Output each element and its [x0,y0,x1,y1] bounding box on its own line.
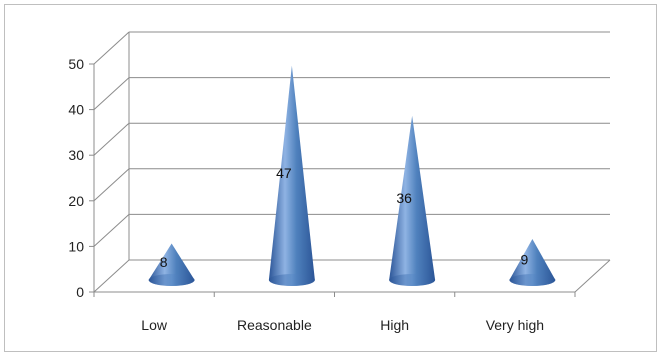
gridline-side-40 [93,77,130,110]
cone-body [509,238,556,286]
gridlines [93,31,610,293]
cone-reasonable [268,65,315,287]
y-tick-label: 40 [68,102,84,118]
cone-base [148,274,195,286]
y-tick-label: 30 [68,147,84,163]
x-category-label: Very high [486,317,544,333]
gridline-side-30 [93,122,130,156]
cone-low [148,243,195,286]
y-tick-label: 50 [68,56,84,72]
cone-base [509,274,556,286]
cone-series [148,65,556,287]
data-label: 47 [276,165,292,181]
cone-high [389,115,436,286]
y-tick-label: 20 [68,193,84,209]
cone-body [268,65,315,287]
cone-base [268,274,315,286]
cone-base [389,274,436,286]
y-axis-ticks: 0 10 20 30 40 50 [68,56,94,300]
x-axis-labels: Low Reasonable High Very high [141,317,544,333]
cone-very-high [509,238,556,286]
gridline-side-10 [93,214,130,247]
gridline-side-50 [93,31,130,65]
y-tick-label: 10 [68,238,84,254]
data-label: 9 [520,251,528,267]
floor-right-edge [574,259,611,293]
x-category-label: Reasonable [237,317,312,333]
gridline-side-0 [93,259,130,293]
x-category-label: High [380,317,409,333]
chart-frame [4,4,657,352]
chart-walls [93,32,611,297]
gridline-side-20 [93,168,130,202]
x-category-label: Low [141,317,168,333]
cone-body [389,115,436,286]
data-label: 36 [396,190,412,206]
data-labels: 8 47 36 9 [160,165,529,270]
data-label: 8 [160,254,168,270]
y-tick-label: 0 [76,284,84,300]
